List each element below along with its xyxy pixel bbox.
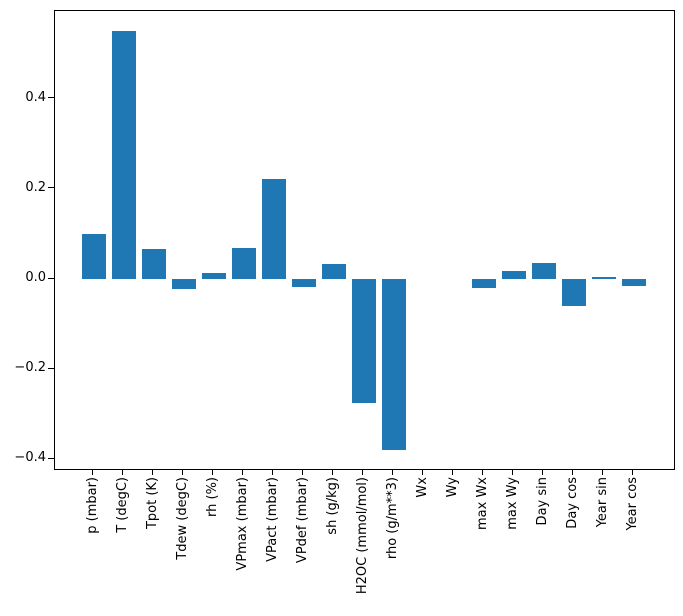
bar-day-cos <box>561 279 586 306</box>
y-tick-mark <box>48 97 54 99</box>
bar-sh-g-kg <box>321 264 346 279</box>
y-tick-mark <box>48 457 54 459</box>
bar-vpdef-mbar <box>291 279 316 287</box>
x-tick-label: Tpot (K) <box>145 477 160 530</box>
bar-p-mbar <box>81 234 106 279</box>
bar-year-cos <box>621 279 646 286</box>
x-tick-label: Wy <box>445 477 460 498</box>
x-tick-label: H2OC (mmol/mol) <box>355 477 370 595</box>
x-tick-label: VPact (mbar) <box>265 477 280 562</box>
x-tick-label: rho (g/m**3) <box>385 477 400 560</box>
bar-rho-g-m-3 <box>381 279 406 450</box>
x-tick-label: T (degC) <box>115 477 130 533</box>
x-tick-mark <box>542 469 543 475</box>
bar-rh <box>201 273 226 279</box>
bar-vpact-mbar <box>261 179 286 279</box>
x-tick-label: Tdew (degC) <box>175 477 190 560</box>
x-tick-mark <box>152 469 153 475</box>
plot-area <box>54 10 675 470</box>
x-tick-label: Day sin <box>535 477 550 526</box>
x-tick-label: Year sin <box>595 477 610 528</box>
x-tick-mark <box>92 469 93 475</box>
x-tick-mark <box>332 469 333 475</box>
x-tick-label: max Wy <box>505 477 520 530</box>
x-tick-mark <box>212 469 213 475</box>
x-tick-mark <box>122 469 123 475</box>
bar-vpmax-mbar <box>231 248 256 279</box>
x-tick-label: sh (g/kg) <box>325 477 340 535</box>
x-tick-mark <box>422 469 423 475</box>
bar-tpot-k <box>141 249 166 279</box>
x-tick-label: VPmax (mbar) <box>235 477 250 571</box>
x-tick-mark <box>482 469 483 475</box>
x-tick-label: Day cos <box>565 477 580 529</box>
x-tick-mark <box>602 469 603 475</box>
y-tick-label: −0.2 <box>14 360 46 376</box>
bar-t-degc <box>111 31 136 279</box>
x-tick-mark <box>182 469 183 475</box>
bar-h2oc-mmol-mol <box>351 279 376 403</box>
bar-year-sin <box>591 277 616 279</box>
x-tick-label: rh (%) <box>205 477 220 517</box>
x-tick-mark <box>272 469 273 475</box>
x-tick-mark <box>452 469 453 475</box>
bar-tdew-degc <box>171 279 196 289</box>
bar-max-wy <box>501 271 526 279</box>
y-tick-mark <box>48 367 54 369</box>
y-tick-label: 0.0 <box>25 270 46 285</box>
x-tick-mark <box>242 469 243 475</box>
x-tick-label: p (mbar) <box>85 477 100 534</box>
x-tick-label: VPdef (mbar) <box>295 477 310 564</box>
bar-day-sin <box>531 263 556 279</box>
x-tick-mark <box>362 469 363 475</box>
x-tick-label: max Wx <box>475 477 490 531</box>
y-tick-label: 0.4 <box>25 89 46 105</box>
x-tick-label: Wx <box>415 477 430 498</box>
x-tick-mark <box>392 469 393 475</box>
x-tick-label: Year cos <box>625 477 640 531</box>
x-tick-mark <box>302 469 303 475</box>
bar-max-wx <box>471 279 496 288</box>
x-tick-mark <box>512 469 513 475</box>
y-tick-mark <box>48 277 54 279</box>
y-tick-mark <box>48 187 54 189</box>
x-tick-mark <box>632 469 633 475</box>
x-tick-mark <box>572 469 573 475</box>
y-tick-label: 0.2 <box>25 179 46 195</box>
y-tick-label: −0.4 <box>14 450 46 466</box>
